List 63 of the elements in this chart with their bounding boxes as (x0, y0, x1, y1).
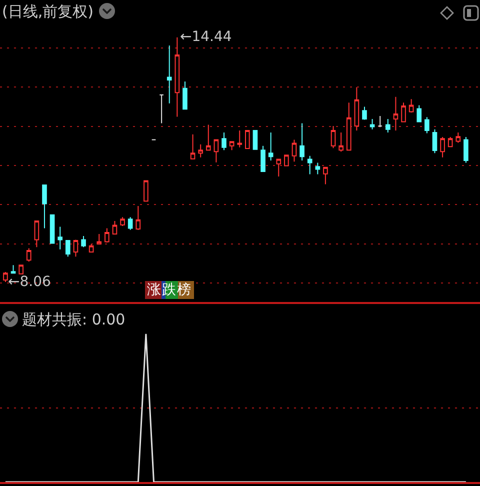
candlestick (159, 94, 164, 124)
candlestick (237, 130, 242, 148)
candlestick (166, 44, 172, 104)
candlestick (362, 106, 367, 120)
candlestick (214, 139, 219, 163)
candlestick (307, 155, 312, 175)
candlestick (128, 216, 133, 230)
candlestick (401, 102, 406, 122)
candlestick (416, 104, 422, 122)
candlestick (260, 145, 266, 172)
candlestick (120, 216, 125, 226)
candlestick (252, 130, 258, 150)
candlestick (424, 116, 430, 134)
candlestick (385, 118, 390, 133)
candlestick (354, 86, 360, 132)
candlestick (136, 206, 141, 230)
candlestick (276, 158, 282, 178)
candlestick (393, 96, 398, 132)
candlestick (292, 139, 297, 162)
candlestick (456, 132, 461, 144)
candlestick (10, 264, 16, 274)
candlestick (144, 180, 148, 202)
candlestick (174, 36, 180, 118)
annotation: ←14.44 (180, 29, 232, 45)
candlestick (408, 98, 414, 114)
candlestick (370, 118, 375, 130)
candlestick (346, 102, 352, 151)
candlestick (34, 220, 40, 248)
candlestick (440, 136, 445, 158)
candlestick (229, 141, 234, 151)
candlestick (315, 162, 320, 175)
candlestick (338, 132, 344, 152)
candlestick (96, 234, 102, 244)
list-button: 涨跌榜 (145, 281, 194, 299)
candlestick (73, 239, 78, 258)
candlestick (88, 244, 94, 253)
candlestick (245, 130, 250, 150)
candlestick (268, 132, 274, 161)
candlestick (222, 132, 226, 151)
candlestick (378, 115, 383, 128)
candlestick (26, 248, 32, 262)
candlestick (190, 134, 196, 160)
candlestick (81, 235, 86, 248)
candlestick (65, 240, 70, 258)
candlestick (58, 226, 63, 250)
candlestick (432, 128, 438, 154)
candlestick (50, 214, 55, 244)
candlestick (284, 154, 289, 166)
candlestick (330, 125, 336, 149)
candlestick (300, 122, 304, 161)
candlestick (18, 264, 24, 274)
candlestick (104, 228, 110, 243)
candlestick (206, 124, 211, 151)
candlestick (3, 271, 8, 282)
annotation: ←8.06 (8, 274, 51, 290)
candlestick (42, 184, 47, 229)
candlestick (448, 136, 453, 148)
candlestick (464, 136, 468, 164)
candlestick (198, 144, 203, 158)
candlestick (112, 220, 118, 235)
candlestick (323, 166, 328, 185)
candlestick (182, 80, 188, 110)
chart-title: (日线,前复权) (2, 2, 94, 20)
